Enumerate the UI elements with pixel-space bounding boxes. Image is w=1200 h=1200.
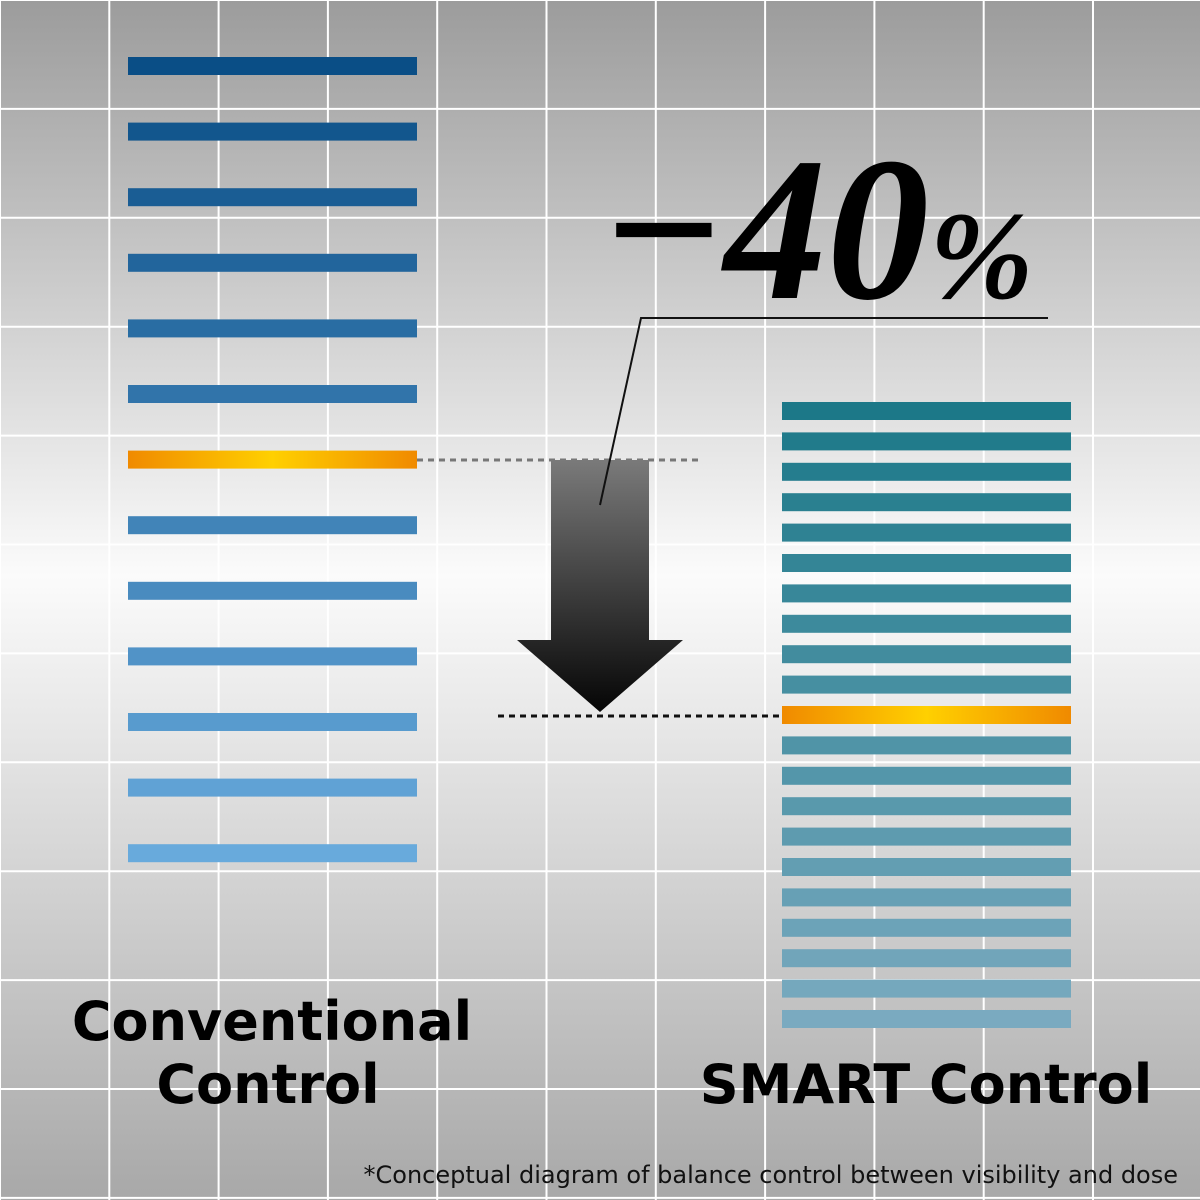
bar [782,584,1071,603]
bar [128,581,417,600]
bar [782,554,1071,572]
bar [128,778,417,797]
label: Control [156,1053,379,1116]
bar [782,827,1071,846]
label: SMART Control [700,1053,1152,1116]
bar [128,57,417,75]
footnote: *Conceptual diagram of balance control b… [364,1161,1179,1189]
bar [128,713,417,731]
down-arrow [517,460,683,712]
bar [782,736,1071,755]
bar [128,450,417,469]
bar [782,462,1071,481]
bar [782,402,1071,420]
bar [782,979,1071,998]
bar [128,516,417,535]
bar [782,614,1071,633]
bar [782,493,1071,512]
bar [782,949,1071,968]
bar [128,253,417,272]
reduction-number: −40 [600,116,929,343]
bar [782,888,1071,907]
label: Conventional [72,990,472,1053]
leader-line [599,317,1048,506]
bar [128,385,417,403]
bar [782,766,1071,785]
bar [782,797,1071,816]
bar [782,706,1071,724]
reduction-text: −40% [600,116,1033,343]
reduction-unit: % [929,188,1033,326]
bar [782,523,1071,542]
bar [782,1010,1071,1028]
bar [128,188,417,207]
bar [128,319,417,338]
bar [782,675,1071,694]
bar [782,858,1071,876]
bar [782,432,1071,451]
bar [128,844,417,863]
bar [128,122,417,141]
bar [782,918,1071,937]
bar [128,647,417,666]
bar [782,645,1071,664]
bars [128,57,1071,1028]
